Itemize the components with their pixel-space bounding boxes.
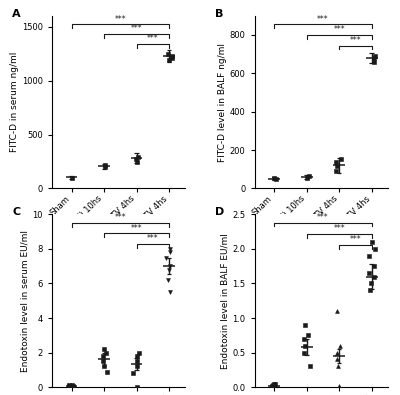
Text: ***: *** [131, 24, 142, 33]
Text: B: B [215, 9, 223, 19]
Y-axis label: Endotoxin level in BALF EU/ml: Endotoxin level in BALF EU/ml [221, 233, 230, 369]
Text: ***: *** [131, 224, 142, 233]
Text: ***: *** [334, 25, 345, 34]
Text: ***: *** [147, 34, 159, 43]
Text: ***: *** [114, 213, 126, 222]
Text: A: A [12, 9, 21, 19]
Y-axis label: FITC-D in serum ng/ml: FITC-D in serum ng/ml [10, 52, 19, 152]
Text: ***: *** [317, 213, 329, 222]
Text: ***: *** [147, 234, 159, 243]
Text: C: C [12, 207, 20, 218]
Text: ***: *** [317, 15, 329, 24]
Text: ***: *** [334, 224, 345, 233]
Text: ***: *** [114, 15, 126, 24]
Text: ***: *** [350, 36, 361, 45]
Text: D: D [215, 207, 224, 218]
Y-axis label: FITC-D level in BALF ng/ml: FITC-D level in BALF ng/ml [218, 43, 227, 162]
Y-axis label: Endotoxin level in serum EU/ml: Endotoxin level in serum EU/ml [21, 230, 30, 372]
Text: ***: *** [350, 235, 361, 244]
